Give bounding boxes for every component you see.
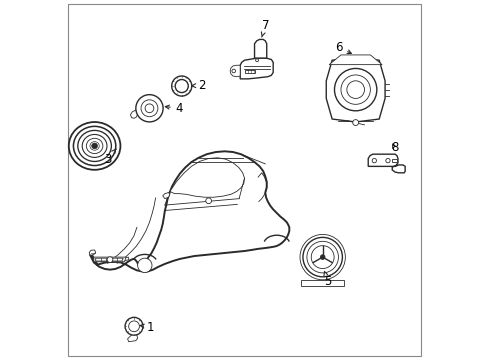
Polygon shape bbox=[89, 250, 96, 255]
Polygon shape bbox=[244, 69, 255, 73]
Text: 5: 5 bbox=[323, 271, 331, 288]
Polygon shape bbox=[130, 110, 137, 118]
Circle shape bbox=[310, 246, 333, 269]
Text: 7: 7 bbox=[261, 19, 269, 37]
Polygon shape bbox=[90, 151, 289, 271]
Polygon shape bbox=[127, 335, 137, 342]
Circle shape bbox=[340, 75, 369, 104]
Polygon shape bbox=[230, 65, 240, 77]
Circle shape bbox=[231, 69, 235, 73]
Polygon shape bbox=[391, 159, 396, 162]
Polygon shape bbox=[367, 154, 405, 173]
Circle shape bbox=[128, 321, 139, 332]
Circle shape bbox=[334, 68, 376, 111]
Circle shape bbox=[255, 59, 258, 62]
Polygon shape bbox=[240, 58, 273, 79]
Circle shape bbox=[171, 76, 191, 96]
Circle shape bbox=[306, 241, 338, 273]
Polygon shape bbox=[163, 193, 169, 199]
Circle shape bbox=[107, 257, 113, 262]
Text: 2: 2 bbox=[191, 79, 205, 92]
Circle shape bbox=[385, 158, 389, 163]
Circle shape bbox=[137, 258, 152, 273]
Circle shape bbox=[92, 143, 97, 149]
Circle shape bbox=[125, 318, 142, 335]
Text: 1: 1 bbox=[140, 320, 154, 333]
Polygon shape bbox=[325, 57, 384, 122]
Circle shape bbox=[205, 198, 211, 204]
Circle shape bbox=[141, 100, 158, 117]
Circle shape bbox=[175, 80, 188, 93]
Polygon shape bbox=[169, 158, 244, 197]
Polygon shape bbox=[122, 257, 129, 261]
Circle shape bbox=[136, 95, 163, 122]
Circle shape bbox=[303, 237, 342, 277]
Text: 8: 8 bbox=[390, 141, 397, 154]
Polygon shape bbox=[254, 40, 266, 58]
Circle shape bbox=[371, 158, 376, 163]
Text: 4: 4 bbox=[165, 102, 183, 115]
Circle shape bbox=[145, 104, 154, 113]
Text: 3: 3 bbox=[104, 149, 116, 166]
Polygon shape bbox=[301, 280, 344, 286]
Polygon shape bbox=[96, 258, 123, 261]
Polygon shape bbox=[94, 257, 126, 262]
Text: 6: 6 bbox=[334, 41, 350, 54]
Circle shape bbox=[346, 81, 364, 98]
Circle shape bbox=[320, 255, 325, 260]
Circle shape bbox=[352, 120, 358, 126]
Polygon shape bbox=[112, 259, 122, 262]
Polygon shape bbox=[328, 55, 381, 65]
